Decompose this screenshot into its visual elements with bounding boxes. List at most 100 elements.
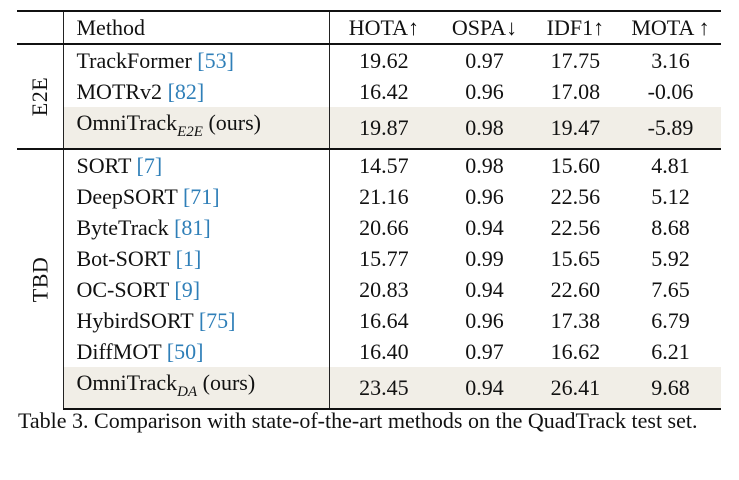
table-caption: Table 3. Comparison with state-of-the-ar…: [18, 408, 698, 433]
method-cell: HybirdSORT [75]: [63, 305, 330, 336]
hota-value: 16.42: [359, 79, 409, 104]
ospa-value: 0.94: [438, 367, 531, 410]
group-label-e2e: E2E: [17, 44, 64, 149]
idf1-value: 19.47: [530, 107, 620, 149]
citation-link[interactable]: [71]: [182, 184, 220, 209]
header-idf1: IDF1↑: [530, 10, 620, 45]
citation-link[interactable]: [82]: [167, 79, 205, 104]
header-hota: HOTA↑: [329, 10, 439, 45]
hota-value: 19.62: [359, 48, 409, 73]
group-label-text: TBD: [27, 256, 53, 303]
hota-value: 20.66: [359, 215, 409, 240]
table-row: TBD SORT [7] 14.57 0.98 15.60 4.81: [17, 148, 721, 409]
hota-value: 23.45: [329, 367, 439, 410]
mota-value: 3.16: [651, 48, 690, 73]
hota-value: 14.57: [329, 148, 439, 181]
header-mota: MOTA ↑: [619, 10, 721, 45]
method-cell: TrackFormer [53]: [63, 44, 330, 76]
method-suffix: (ours): [202, 110, 262, 135]
mota-value: 9.68: [619, 367, 721, 410]
method-subscript: DA: [177, 384, 198, 400]
method-name: HybirdSORT: [76, 308, 194, 333]
hota-value: 20.83: [359, 277, 409, 302]
citation-link[interactable]: [75]: [198, 308, 236, 333]
method-cell: DeepSORT [71]: [63, 181, 330, 212]
table-row: MOTRv2 [82] 16.42 0.96 17.08 -0.06: [17, 76, 721, 107]
method-name: TrackFormer: [76, 48, 192, 73]
ospa-value: 0.97: [465, 339, 504, 364]
table-row: OmniTrackE2E (ours) 19.87 0.98 19.47 -5.89: [17, 107, 721, 149]
method-name: SORT: [76, 153, 132, 178]
idf1-value: 26.41: [530, 367, 620, 410]
hota-value: 16.40: [359, 339, 409, 364]
idf1-value: 16.62: [550, 339, 601, 364]
method-name: OmniTrack: [76, 370, 178, 395]
citation-link[interactable]: [53]: [197, 48, 234, 73]
ospa-value: 0.96: [465, 308, 504, 333]
idf1-value: 22.56: [550, 215, 601, 240]
table-row: OC-SORT [9] 20.83 0.94 22.60 7.65: [17, 274, 721, 305]
ospa-value: 0.99: [465, 246, 504, 271]
citation-link[interactable]: [7]: [136, 153, 163, 178]
ospa-value: 0.98: [438, 148, 531, 181]
method-suffix: (ours): [197, 370, 256, 395]
ospa-value: 0.96: [465, 184, 504, 209]
group-label-tbd: TBD: [17, 148, 64, 409]
method-cell: ByteTrack [81]: [63, 212, 330, 243]
method-name: OmniTrack: [76, 110, 178, 135]
table-row: HybirdSORT [75] 16.64 0.96 17.38 6.79: [17, 305, 721, 336]
ospa-value: 0.94: [465, 215, 504, 240]
table-row: E2E TrackFormer [53] 19.62 0.97 17.75 3.16: [17, 44, 721, 149]
method-name: MOTRv2: [76, 79, 163, 104]
idf1-value: 17.75: [550, 48, 601, 73]
method-cell: OC-SORT [9]: [63, 274, 330, 305]
idf1-value: 22.56: [550, 184, 601, 209]
idf1-value: 17.08: [550, 79, 601, 104]
mota-value: 6.21: [651, 339, 690, 364]
method-name: OC-SORT: [76, 277, 169, 302]
idf1-value: 17.38: [550, 308, 601, 333]
mota-value: 7.65: [651, 277, 690, 302]
method-cell: SORT [7]: [63, 148, 330, 181]
table-row: Bot-SORT [1] 15.77 0.99 15.65 5.92: [17, 243, 721, 274]
citation-link[interactable]: [50]: [166, 339, 204, 364]
header-group-col: [17, 10, 64, 45]
method-name: ByteTrack: [76, 215, 169, 240]
group-label-text: E2E: [27, 76, 53, 117]
ospa-value: 0.94: [465, 277, 504, 302]
method-cell: Bot-SORT [1]: [63, 243, 330, 274]
mota-value: 5.92: [651, 246, 690, 271]
citation-link[interactable]: [81]: [174, 215, 211, 240]
ospa-value: 0.97: [465, 48, 504, 73]
method-subscript: E2E: [177, 124, 203, 140]
table-row: ByteTrack [81] 20.66 0.94 22.56 8.68: [17, 212, 721, 243]
table-row: OmniTrackDA (ours) 23.45 0.94 26.41 9.68: [17, 367, 721, 410]
hota-value: 21.16: [359, 184, 409, 209]
method-cell: OmniTrackE2E (ours): [63, 107, 330, 149]
hota-value: 15.77: [359, 246, 409, 271]
mota-value: -0.06: [647, 79, 694, 104]
table-row: DeepSORT [71] 21.16 0.96 22.56 5.12: [17, 181, 721, 212]
method-name: DeepSORT: [76, 184, 178, 209]
idf1-value: 15.60: [530, 148, 620, 181]
hota-value: 19.87: [329, 107, 439, 149]
header-method: Method: [63, 10, 330, 45]
header-ospa: OSPA↓: [438, 10, 531, 45]
mota-value: 5.12: [651, 184, 690, 209]
method-cell: DiffMOT [50]: [63, 336, 330, 367]
table-header-row: Method HOTA↑ OSPA↓ IDF1↑ MOTA ↑: [17, 10, 721, 45]
table-body: E2E TrackFormer [53] 19.62 0.97 17.75 3.16 MOT…: [17, 44, 721, 410]
method-name: Bot-SORT: [76, 246, 171, 271]
method-cell: OmniTrackDA (ours): [63, 367, 330, 410]
mota-value: -5.89: [619, 107, 721, 149]
citation-link[interactable]: [9]: [174, 277, 201, 302]
method-name: DiffMOT: [76, 339, 162, 364]
method-cell: MOTRv2 [82]: [63, 76, 330, 107]
idf1-value: 15.65: [550, 246, 601, 271]
mota-value: 4.81: [619, 148, 721, 181]
results-table: Method HOTA↑ OSPA↓ IDF1↑ MOTA ↑ E2E Track…: [17, 10, 721, 410]
ospa-value: 0.96: [465, 79, 504, 104]
mota-value: 8.68: [651, 215, 690, 240]
mota-value: 6.79: [651, 308, 690, 333]
citation-link[interactable]: [1]: [175, 246, 202, 271]
